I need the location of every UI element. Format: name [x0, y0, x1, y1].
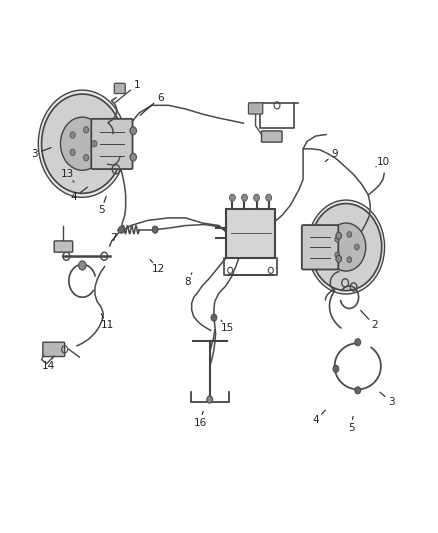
FancyBboxPatch shape — [114, 83, 125, 94]
FancyBboxPatch shape — [248, 103, 263, 114]
Text: 3: 3 — [388, 397, 395, 407]
Text: 13: 13 — [61, 169, 74, 180]
Text: 3: 3 — [31, 149, 37, 159]
Text: 12: 12 — [152, 264, 165, 274]
Circle shape — [310, 204, 382, 290]
Circle shape — [355, 338, 361, 346]
Text: 1: 1 — [134, 80, 140, 90]
Circle shape — [335, 252, 339, 258]
Circle shape — [152, 226, 158, 233]
Circle shape — [336, 255, 342, 262]
Text: 5: 5 — [348, 423, 355, 433]
Circle shape — [207, 396, 213, 403]
Circle shape — [254, 194, 260, 201]
Circle shape — [326, 223, 366, 271]
Circle shape — [70, 149, 75, 156]
Text: 11: 11 — [101, 320, 114, 330]
Circle shape — [230, 194, 235, 201]
FancyBboxPatch shape — [302, 225, 338, 270]
Text: 4: 4 — [312, 415, 319, 425]
Bar — [226, 209, 275, 257]
Circle shape — [335, 237, 339, 242]
FancyBboxPatch shape — [43, 342, 65, 357]
Circle shape — [354, 244, 359, 250]
Text: 5: 5 — [98, 205, 105, 215]
Circle shape — [38, 90, 127, 197]
Text: 8: 8 — [184, 277, 191, 287]
Text: 16: 16 — [194, 417, 207, 427]
Circle shape — [241, 194, 247, 201]
Text: 7: 7 — [110, 233, 117, 244]
Text: 14: 14 — [42, 361, 55, 372]
Circle shape — [60, 117, 104, 171]
Circle shape — [347, 257, 352, 263]
Circle shape — [83, 126, 88, 133]
Circle shape — [92, 141, 97, 147]
Circle shape — [333, 365, 339, 373]
Circle shape — [83, 155, 88, 161]
Text: 6: 6 — [157, 93, 163, 103]
Circle shape — [42, 94, 123, 193]
FancyBboxPatch shape — [261, 131, 282, 142]
Circle shape — [266, 194, 272, 201]
Circle shape — [336, 232, 342, 239]
Text: 10: 10 — [376, 157, 389, 167]
Circle shape — [347, 232, 352, 237]
Circle shape — [130, 153, 137, 161]
Text: 4: 4 — [71, 192, 77, 203]
Circle shape — [355, 387, 361, 394]
Circle shape — [307, 200, 385, 294]
Text: 9: 9 — [331, 149, 338, 159]
FancyBboxPatch shape — [91, 119, 133, 169]
Circle shape — [130, 127, 137, 135]
Circle shape — [211, 314, 217, 321]
Circle shape — [119, 226, 124, 233]
Circle shape — [78, 261, 86, 270]
FancyBboxPatch shape — [54, 241, 73, 252]
Circle shape — [70, 132, 75, 138]
Text: 2: 2 — [371, 320, 378, 330]
Text: 15: 15 — [221, 323, 234, 333]
